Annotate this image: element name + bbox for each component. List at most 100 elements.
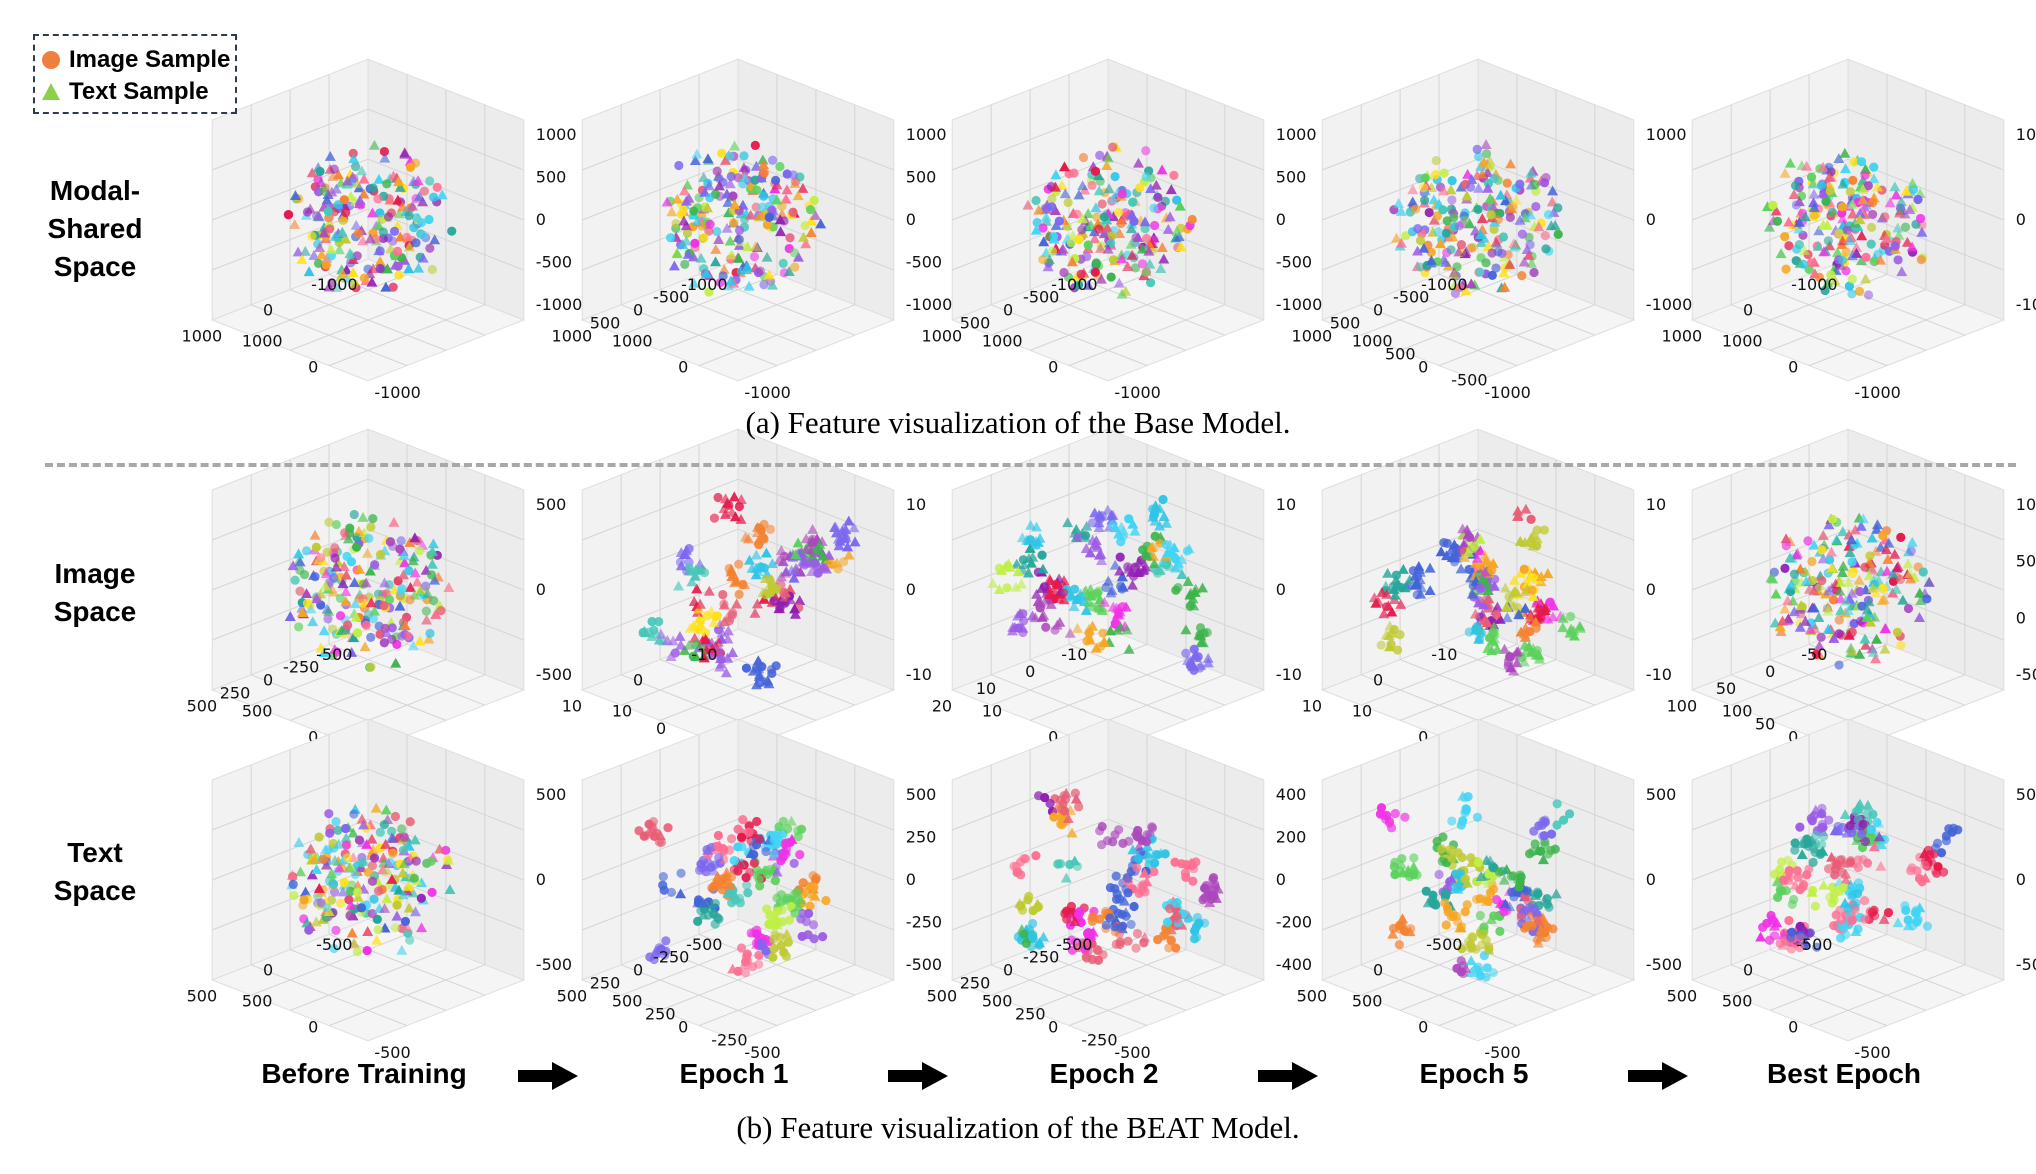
grid-line bbox=[1322, 818, 1479, 881]
image-sample-point bbox=[1131, 943, 1141, 953]
x-tick-label: 0 bbox=[633, 961, 643, 980]
image-sample-point bbox=[1817, 819, 1828, 829]
text-sample-point bbox=[1029, 612, 1041, 623]
image-sample-point bbox=[1890, 241, 1900, 251]
grid-line bbox=[659, 659, 817, 721]
text-sample-point bbox=[1418, 242, 1430, 253]
text-sample-point bbox=[798, 231, 810, 242]
image-sample-point bbox=[1538, 831, 1548, 841]
image-sample-point bbox=[1865, 551, 1875, 561]
image-sample-point bbox=[1787, 899, 1797, 909]
image-sample-point bbox=[1807, 556, 1817, 567]
text-sample-point bbox=[367, 263, 379, 274]
image-sample-point bbox=[1062, 914, 1072, 924]
text-sample-point bbox=[1193, 629, 1205, 640]
text-sample-point bbox=[650, 947, 662, 958]
text-sample-point bbox=[1023, 567, 1035, 578]
text-sample-point bbox=[1387, 928, 1399, 939]
text-sample-point bbox=[443, 854, 455, 865]
text-sample-point bbox=[303, 266, 315, 277]
image-sample-point bbox=[665, 233, 676, 243]
image-sample-point bbox=[1111, 871, 1121, 881]
image-sample-point bbox=[1141, 233, 1152, 244]
image-sample-point bbox=[1446, 245, 1456, 255]
text-sample-point bbox=[710, 256, 722, 267]
image-sample-point bbox=[330, 553, 340, 563]
grid-line bbox=[698, 964, 856, 1027]
text-sample-point bbox=[1518, 256, 1530, 267]
image-sample-point bbox=[1823, 864, 1834, 874]
text-sample-point bbox=[1453, 246, 1465, 257]
text-sample-point bbox=[703, 585, 715, 596]
text-sample-point bbox=[757, 154, 769, 165]
z-tick-label: 0 bbox=[906, 210, 916, 229]
y-tick-label: -250 bbox=[1081, 1030, 1117, 1049]
text-sample-point bbox=[315, 177, 327, 187]
text-sample-point bbox=[792, 251, 804, 262]
x-tick-label: 500 bbox=[557, 986, 588, 1005]
text-sample-point bbox=[1914, 587, 1926, 598]
text-sample-point bbox=[751, 679, 763, 690]
text-sample-point bbox=[1771, 876, 1783, 887]
x-tick-label: 0 bbox=[263, 671, 273, 690]
image-sample-point bbox=[1491, 609, 1502, 620]
z-tick-label: -50 bbox=[2016, 665, 2036, 684]
text-sample-point bbox=[346, 927, 358, 938]
text-sample-point bbox=[1823, 585, 1835, 596]
image-sample-point bbox=[783, 937, 793, 947]
image-sample-point bbox=[314, 832, 324, 842]
text-sample-point bbox=[671, 193, 683, 204]
image-sample-point bbox=[1415, 235, 1426, 246]
image-sample-point bbox=[1460, 907, 1470, 917]
text-sample-point bbox=[1904, 568, 1916, 579]
text-sample-point bbox=[1484, 159, 1496, 170]
text-sample-point bbox=[1871, 633, 1883, 644]
text-sample-point bbox=[1378, 608, 1390, 619]
text-sample-point bbox=[1518, 656, 1530, 667]
image-sample-point bbox=[294, 622, 304, 632]
image-sample-point bbox=[1888, 576, 1899, 586]
z-tick-label: 1000 bbox=[2016, 125, 2036, 144]
text-sample-point bbox=[1191, 649, 1203, 660]
image-sample-point bbox=[1441, 920, 1451, 930]
image-sample-point bbox=[1913, 194, 1923, 205]
grid-line bbox=[620, 964, 778, 1027]
text-sample-point bbox=[1103, 183, 1115, 194]
z-tick-label: 1000 bbox=[536, 125, 577, 144]
image-sample-point bbox=[1880, 212, 1890, 222]
grid-line bbox=[1322, 528, 1479, 591]
image-sample-point bbox=[1834, 886, 1845, 896]
text-sample-point bbox=[725, 249, 737, 260]
text-sample-point bbox=[1853, 574, 1865, 585]
x-tick-label: 0 bbox=[1003, 961, 1013, 980]
image-sample-point bbox=[810, 558, 820, 568]
image-sample-point bbox=[405, 817, 415, 827]
image-sample-point bbox=[1034, 791, 1044, 801]
image-sample-point bbox=[670, 648, 680, 658]
grid-line bbox=[212, 108, 369, 171]
image-sample-point bbox=[1846, 856, 1856, 866]
image-sample-point bbox=[1162, 917, 1173, 927]
z-tick-label: 0 bbox=[2016, 870, 2026, 889]
text-sample-point bbox=[361, 839, 373, 849]
image-sample-point bbox=[749, 858, 759, 868]
text-sample-point bbox=[1532, 914, 1544, 925]
image-sample-point bbox=[1114, 207, 1124, 217]
text-sample-point bbox=[421, 614, 433, 625]
text-sample-point bbox=[1174, 200, 1186, 211]
text-sample-point bbox=[1525, 167, 1537, 178]
text-sample-point bbox=[1875, 860, 1887, 871]
z-tick-label: -250 bbox=[906, 913, 942, 932]
text-sample-point bbox=[1832, 246, 1844, 257]
text-sample-point bbox=[1837, 178, 1849, 189]
grid-line bbox=[1360, 304, 1518, 367]
image-sample-point bbox=[1415, 262, 1425, 272]
text-sample-point bbox=[721, 497, 733, 508]
image-sample-point bbox=[1528, 573, 1538, 583]
text-sample-point bbox=[351, 177, 363, 188]
text-sample-point bbox=[410, 906, 422, 917]
image-sample-point bbox=[1191, 857, 1201, 867]
text-sample-point bbox=[1175, 241, 1187, 252]
image-sample-point bbox=[1770, 869, 1780, 879]
